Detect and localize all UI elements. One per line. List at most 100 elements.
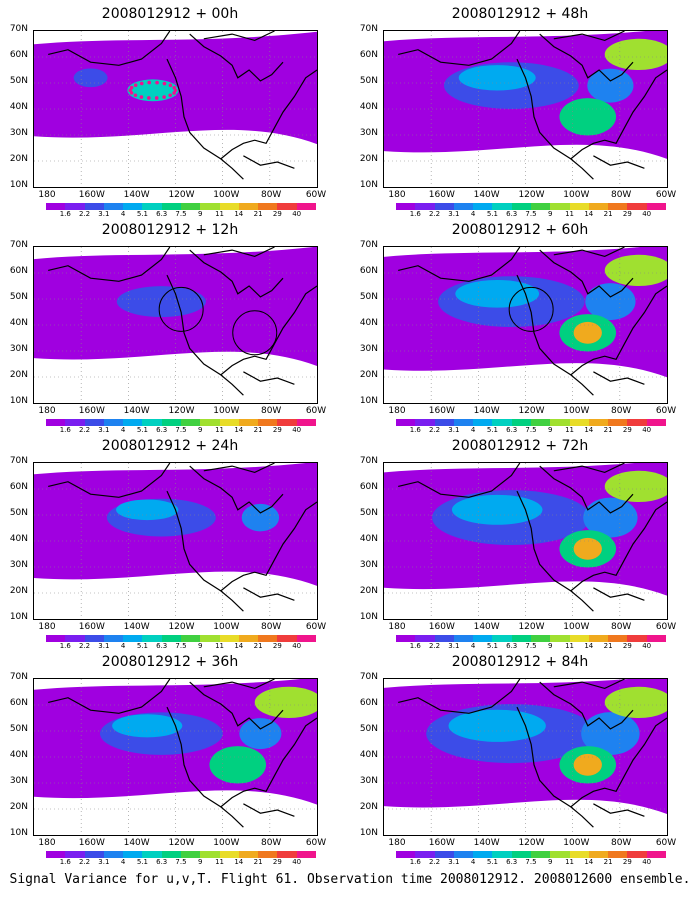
colorbar-label: 9 [198,858,203,866]
coastline [166,706,244,828]
y-tick-label: 60N [9,266,28,276]
coastline [398,679,521,714]
variance-map [33,462,318,620]
colorbar-swatch [492,635,512,642]
y-tick-label: 50N [359,724,378,734]
x-tick-label: 60W [305,406,327,416]
x-tick-label: 100W [213,622,240,632]
variance-contour-max [573,753,602,776]
y-tick-label: 20N [9,154,28,164]
x-tick-label: 120W [168,838,195,848]
colorbar-label: 7.5 [525,858,537,866]
flight-track-point [172,85,177,90]
forecast-panel: 2008012912 + 12h 70N 60N 50N 40N 30N 20N 10N 180… [0,216,340,435]
y-tick-label: 10N [359,180,378,190]
colorbar-swatch [46,635,66,642]
colorbar-swatch [219,851,239,858]
colorbar-label: 7.5 [525,426,537,434]
coastline [220,717,317,808]
colorbar-swatch [434,419,454,426]
coastline [553,31,625,42]
x-tick-label: 160W [78,838,105,848]
colorbar-label: 6.3 [506,426,518,434]
forecast-panel: 2008012912 + 48h 70N 60N 50N 40N 30N 20N 10N 180… [350,0,690,218]
colorbar-swatch [646,203,666,210]
colorbar-label: 7.5 [175,642,187,650]
colorbar-swatch [161,203,181,210]
x-tick-label: 120W [518,190,545,200]
colorbar-swatch [530,851,551,858]
variance-contour-east [585,283,636,321]
coastline [48,247,171,282]
y-tick-label: 60N [359,266,378,276]
colorbar-swatch [588,851,609,858]
colorbar-label: 5.1 [486,210,498,218]
y-tick-label: 20N [9,802,28,812]
coastline [189,465,284,514]
colorbar-labels: 1.6 2.2 3.1 4 5.1 6.3 7.5 9 11 14 21 29 40 [46,426,316,435]
colorbar [46,851,316,858]
colorbar-label: 3.1 [448,210,460,218]
coastline [539,249,634,298]
colorbar-label: 2.2 [78,642,91,650]
colorbar-label: 2.2 [428,642,441,650]
flight-track-point [168,93,172,98]
colorbar-labels: 1.6 2.2 3.1 4 5.1 6.3 7.5 9 11 14 21 29 40 [46,858,316,867]
colorbar-swatch [84,635,104,642]
variance-contour-track [127,79,179,102]
colorbar-label: 11 [215,858,224,866]
colorbar-label: 6.3 [506,642,518,650]
y-tick-label: 40N [359,750,378,760]
colorbar-swatch [530,635,551,642]
variance-contour-east [581,712,640,756]
colorbar-swatch [569,203,589,210]
x-tick-label: 140W [473,622,500,632]
colorbar-swatch [161,419,181,426]
y-tick-label: 10N [9,180,28,190]
x-tick-label: 180 [38,406,56,416]
variance-contour-mid-high [455,279,540,308]
colorbar-label: 1.6 [409,210,421,218]
colorbar-swatch [550,635,570,642]
coastline [539,33,634,82]
colorbar-label: 4 [120,426,126,434]
colorbar-swatch [65,419,85,426]
flight-track-point [155,80,159,85]
x-tick-label: 180 [388,406,406,416]
y-tick-label: 60N [9,482,28,492]
coastline [593,803,645,817]
colorbar-swatch [65,635,85,642]
y-tick-label: 70N [359,456,378,466]
y-tick-label: 20N [9,586,28,596]
colorbar-swatch [238,635,259,642]
colorbar-label: 29 [622,642,632,650]
flight-track-point [147,96,151,100]
colorbar-label: 21 [603,858,613,866]
coastline [570,501,667,592]
colorbar-label: 11 [565,858,574,866]
variance-map [33,678,318,836]
colorbar-swatch [415,203,435,210]
coastline [398,247,521,282]
colorbar-swatch [627,203,647,210]
x-tick-label: 60W [655,838,677,848]
colorbar-swatch [296,635,316,642]
colorbar-swatch [46,419,66,426]
colorbar-label: 29 [272,858,282,866]
colorbar-swatch [550,419,570,426]
y-tick-label: 50N [9,292,28,302]
panel-title: 2008012912 + 24h [101,438,239,454]
colorbar-swatch [180,851,201,858]
colorbar-label: 29 [622,858,632,866]
variance-contour-east [587,68,634,103]
forecast-panel: 2008012912 + 84h 70N 60N 50N 40N 30N 20N 10N 180… [350,648,690,866]
colorbar [46,635,316,642]
y-tick-label: 40N [9,750,28,760]
colorbar-swatch [473,635,493,642]
colorbar-label: 9 [548,642,553,650]
colorbar-label: 11 [565,642,574,650]
colorbar-label: 40 [642,426,652,434]
colorbar-swatch [608,203,628,210]
colorbar-swatch [530,419,551,426]
colorbar-label: 14 [584,210,594,218]
